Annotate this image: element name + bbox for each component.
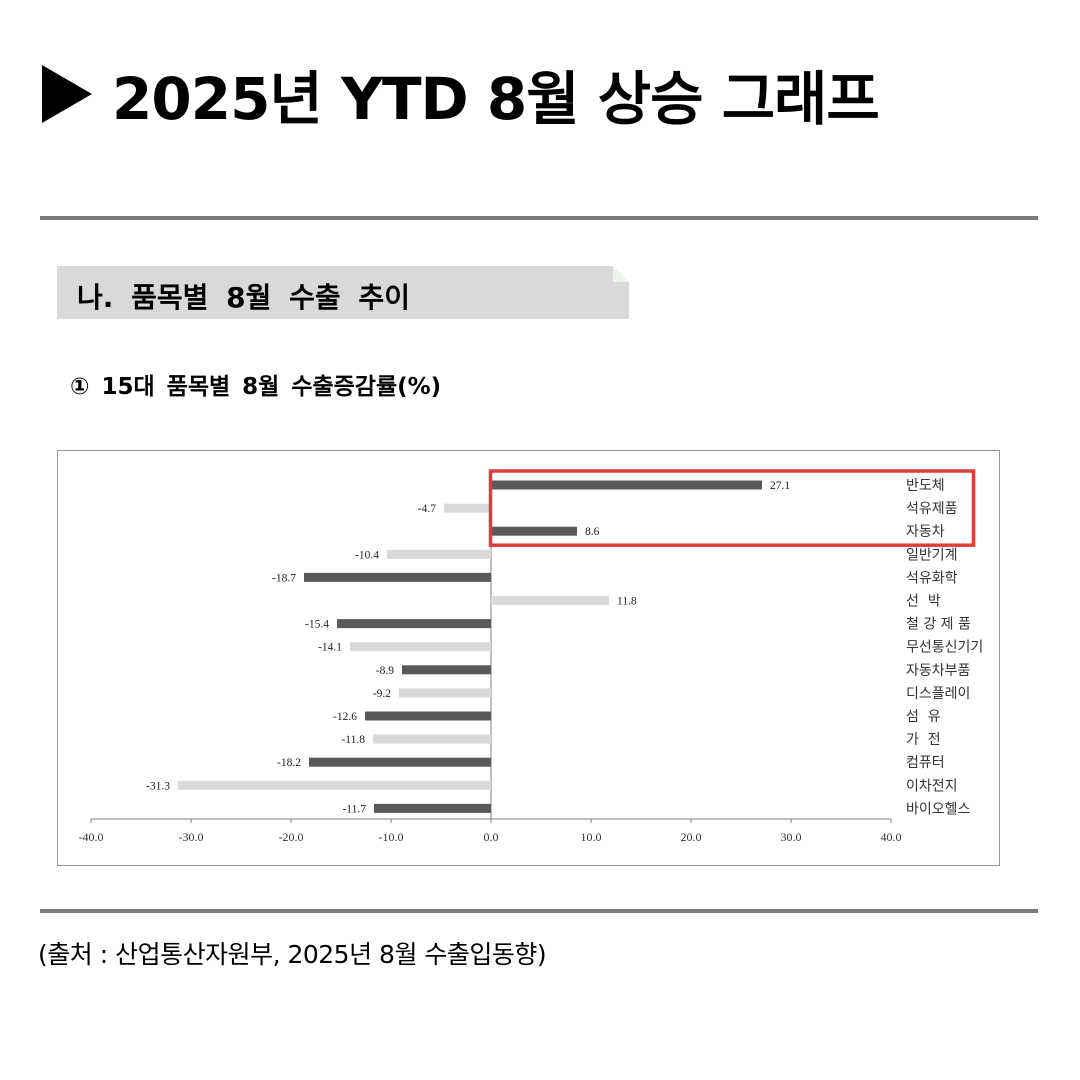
highlight-box: [488, 469, 976, 547]
data-label: -14.1: [318, 642, 342, 654]
category-label: 자동차: [906, 524, 945, 540]
data-label: -12.6: [333, 711, 357, 723]
data-label: -11.7: [342, 803, 366, 815]
data-label: -18.2: [277, 757, 301, 769]
data-label: 11.8: [617, 596, 637, 608]
bar: [491, 596, 609, 605]
bar: [402, 665, 491, 675]
data-label: -9.2: [373, 688, 391, 700]
category-label: 섬 유: [906, 709, 941, 725]
category-label: 석유화학: [906, 570, 958, 586]
category-label: 컴퓨터: [906, 755, 945, 771]
play-triangle-icon: [42, 65, 92, 123]
chart-frame: -40.0 -30.0 -20.0 -10.0 0.0 10.0 20.0 30.0 40.0 2…: [57, 450, 1000, 866]
category-label: 가 전: [906, 732, 941, 748]
category-label: 이차전지: [906, 778, 958, 794]
page-title: 2025년 YTD 8월 상승 그래프: [112, 65, 880, 133]
x-tick-label: 30.0: [781, 830, 802, 844]
bar: [365, 711, 491, 721]
data-label: -8.9: [376, 665, 394, 677]
x-tick-label: 10.0: [581, 830, 602, 844]
folded-corner-icon: [613, 266, 629, 282]
chart-heading: ① 15대 품목별 8월 수출증감률(%): [70, 374, 442, 400]
bar: [399, 688, 491, 698]
title-row: 2025년 YTD 8월 상승 그래프: [42, 52, 880, 136]
x-tick-label: 20.0: [681, 830, 702, 844]
bar: [309, 757, 491, 767]
x-tick-label: 40.0: [881, 830, 902, 844]
x-tick-label: 0.0: [484, 830, 499, 844]
category-label: 디스플레이: [906, 686, 970, 702]
data-label: -4.7: [418, 503, 436, 515]
section-label-box: 나. 품목별 8월 수출 추이: [57, 266, 629, 319]
bar: [491, 526, 577, 536]
bottom-divider: [40, 909, 1038, 913]
bar: [373, 734, 491, 744]
category-label: 일반기계: [906, 547, 958, 563]
category-label: 석유제품: [906, 501, 958, 517]
bar: [178, 780, 491, 790]
bar: [304, 572, 491, 582]
data-label: -15.4: [305, 619, 329, 631]
data-label: 27.1: [770, 480, 790, 492]
source-note: (출처 : 산업통산자원부, 2025년 8월 수출입동향): [38, 940, 547, 969]
data-label: -31.3: [146, 780, 170, 792]
bar: [444, 503, 491, 513]
bar: [491, 480, 762, 490]
bar: [337, 619, 491, 629]
x-tick-label: -20.0: [279, 830, 304, 844]
category-label: 바이오헬스: [906, 801, 971, 817]
x-tick-label: -10.0: [379, 830, 404, 844]
data-label: -18.7: [272, 572, 296, 584]
category-label: 무선통신기기: [906, 640, 983, 656]
x-tick-label: -40.0: [79, 830, 104, 844]
top-divider: [40, 216, 1038, 220]
x-tick-label: -30.0: [179, 830, 204, 844]
category-label: 선 박: [906, 594, 941, 610]
section-label: 나. 품목별 8월 수출 추이: [77, 281, 410, 314]
bar-chart: -40.0 -30.0 -20.0 -10.0 0.0 10.0 20.0 30.0 40.0 2…: [79, 469, 983, 844]
bar: [350, 642, 491, 652]
bar: [387, 549, 491, 559]
category-label: 반도체: [906, 478, 945, 494]
category-label: 자동차부품: [906, 663, 971, 679]
data-label: 8.6: [585, 526, 600, 538]
bar: [374, 803, 491, 813]
data-label: -11.8: [341, 734, 365, 746]
category-label: 철 강 제 품: [906, 617, 971, 633]
data-label: -10.4: [355, 549, 379, 561]
